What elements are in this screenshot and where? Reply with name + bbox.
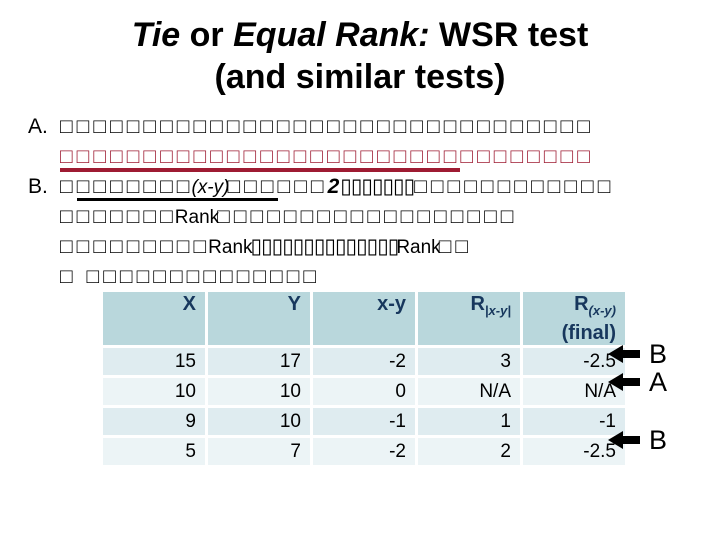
- tofu-run-underlined-italic: □□□□□□□(x-y)□□□: [76, 175, 278, 201]
- tofu-run: □□□□□□□□□□□□□□□□□□: [217, 205, 518, 228]
- col-header-x: X: [103, 292, 205, 345]
- bullet-a-line-2: □□□□□□□□□□□□□□□□□□□□□□□□□□□□□□□□: [60, 142, 720, 172]
- cell: 9: [103, 408, 205, 435]
- cell: -1: [313, 408, 415, 435]
- final-label: (final): [561, 322, 616, 344]
- inline-number-2: 2: [327, 175, 341, 198]
- title-line-1: Tie or Equal Rank: WSR test: [0, 14, 720, 56]
- annotation-letter: B: [649, 338, 668, 369]
- bullet-b-line-3: □□□□□□□□□Rank▯▯▯▯▯▯▯▯▯▯▯▯▯▯Rank□□: [60, 232, 720, 262]
- rank-subscript: (x-y): [588, 303, 616, 318]
- cell: -2: [313, 438, 415, 465]
- left-arrow-icon: [608, 373, 640, 391]
- cell: 15: [103, 348, 205, 375]
- bullet-b-text: □□□□□□□□(x-y)□□□□□□2▯▯▯▯▯▯▯□□□□□□□□□□□□ …: [60, 172, 720, 292]
- cell: 10: [103, 378, 205, 405]
- tofu-run-red-underlined: □□□□□□□□□□□□□□□□□□□□□□□□: [60, 145, 461, 172]
- col-header-x-minus-y: x-y: [313, 292, 415, 345]
- title-word-or: or: [180, 16, 234, 54]
- bullet-b-label: B.: [28, 175, 48, 198]
- tofu-run-condensed: ▯▯▯▯▯▯▯: [340, 175, 415, 198]
- rank-symbol: R: [574, 293, 589, 315]
- table-row: 9 10 -1 1 -1: [103, 408, 625, 435]
- tofu-run: □□□□□□□□□□□□□□□□□□□□□□□□□□□□□□□□: [60, 115, 594, 138]
- table-row: 10 10 0 N/A N/A: [103, 378, 625, 405]
- bullet-a-text: □□□□□□□□□□□□□□□□□□□□□□□□□□□□□□□□ □□□□□□□…: [60, 112, 720, 172]
- bullet-list: A. □□□□□□□□□□□□□□□□□□□□□□□□□□□□□□□□ □□□□…: [28, 112, 720, 292]
- bullet-a-line-1: □□□□□□□□□□□□□□□□□□□□□□□□□□□□□□□□: [60, 112, 720, 142]
- cell: 2: [418, 438, 520, 465]
- bullet-b-line-2: □□□□□□□Rank□□□□□□□□□□□□□□□□□□: [60, 202, 720, 232]
- cell: 17: [208, 348, 310, 375]
- title-word-tie: Tie: [131, 16, 181, 54]
- tofu-run-red: □□□□□□□□: [460, 145, 594, 168]
- table-header-row: X Y x-y R|x-y| R(x-y) (final): [103, 292, 625, 345]
- tofu-run: □□□□□□□: [76, 175, 194, 198]
- bullet-b: B. □□□□□□□□(x-y)□□□□□□2▯▯▯▯▯▯▯□□□□□□□□□□…: [28, 172, 720, 292]
- cell: 10: [208, 378, 310, 405]
- bullet-a: A. □□□□□□□□□□□□□□□□□□□□□□□□□□□□□□□□ □□□□…: [28, 112, 720, 172]
- cell: 5: [103, 438, 205, 465]
- cell: 7: [208, 438, 310, 465]
- cell: 3: [418, 348, 520, 375]
- bullet-a-label: A.: [28, 115, 48, 138]
- bullet-b-line-1: □□□□□□□□(x-y)□□□□□□2▯▯▯▯▯▯▯□□□□□□□□□□□□: [60, 172, 720, 202]
- tofu-run: □□□□□□□□□: [60, 235, 211, 258]
- rank-subscript: |x-y|: [484, 303, 511, 318]
- tofu-run: □□□: [277, 175, 328, 198]
- col-header-y: Y: [208, 292, 310, 345]
- slide-title: Tie or Equal Rank: WSR test (and similar…: [0, 0, 720, 98]
- tofu-run: □: [60, 175, 77, 198]
- cell: N/A: [418, 378, 520, 405]
- left-arrow-icon: [608, 431, 640, 449]
- wsr-rank-table: X Y x-y R|x-y| R(x-y) (final) 15 17 -2 3 …: [100, 289, 628, 468]
- cell: 1: [418, 408, 520, 435]
- title-line-2: (and similar tests): [214, 58, 506, 96]
- tofu-run-condensed: ▯▯▯▯▯▯▯▯▯▯▯▯▯▯: [250, 235, 400, 258]
- annotation-row4: B: [608, 424, 668, 455]
- annotation-row2: A: [608, 366, 668, 397]
- inline-word-rank: Rank: [208, 237, 253, 258]
- cell: -1: [523, 408, 625, 435]
- cell: -2: [313, 348, 415, 375]
- inline-word-rank: Rank: [396, 237, 441, 258]
- bullet-b-line-4: □ □□□□□□□□□□□□□□: [60, 262, 720, 292]
- rank-symbol: R: [470, 293, 485, 315]
- title-word-wsr-test: WSR test: [429, 16, 589, 54]
- tofu-run: □□□: [227, 175, 278, 198]
- col-header-rank-final: R(x-y) (final): [523, 292, 625, 345]
- tofu-run: □□: [438, 235, 473, 258]
- title-word-equal-rank: Equal Rank:: [233, 16, 430, 54]
- tofu-run: □□□□□□□: [60, 205, 177, 228]
- table-row: 15 17 -2 3 -2.5: [103, 348, 625, 375]
- cell: 10: [208, 408, 310, 435]
- inline-x-minus-y: (x-y): [191, 177, 230, 198]
- tofu-run: □□□□□□□□□□□□: [414, 175, 615, 198]
- tofu-run: □: [60, 265, 77, 288]
- annotation-row1: B: [608, 338, 668, 369]
- left-arrow-icon: [608, 345, 640, 363]
- tofu-run: □□□□□□□□□□□□□□: [86, 265, 321, 288]
- table-row: 5 7 -2 2 -2.5: [103, 438, 625, 465]
- annotation-letter: A: [649, 366, 668, 397]
- col-header-rank-abs: R|x-y|: [418, 292, 520, 345]
- annotation-letter: B: [649, 424, 668, 455]
- inline-word-rank: Rank: [174, 207, 220, 228]
- cell: 0: [313, 378, 415, 405]
